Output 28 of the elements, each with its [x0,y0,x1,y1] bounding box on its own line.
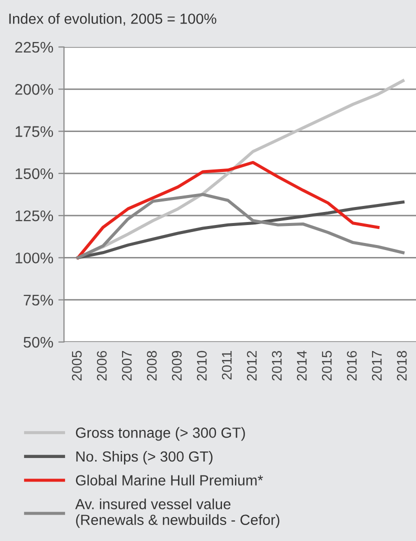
x-tick-label: 2015 [322,350,332,381]
x-tick-label: 2010 [196,350,207,381]
y-tick-label: 100% [16,252,54,264]
x-tick-label: 2007 [122,351,132,381]
y-tick-label: 200% [15,84,54,95]
y-tick-label: 225% [15,42,54,53]
chart-title: Index of evolution, 2005 = 100% [9,13,216,26]
x-tick-label: 2013 [272,350,282,381]
x-tick-label: 2009 [172,350,182,381]
x-tick-label: 2006 [96,350,107,381]
legend-label: Global Marine Hull Premium* [76,474,263,486]
x-tick-label: 2011 [222,351,232,380]
x-tick-label: 2018 [396,350,407,381]
y-tick-label: 75% [24,294,54,306]
line-series [76,160,380,260]
y-tick-label: 125% [16,210,54,222]
x-tick-label: 2014 [296,350,307,381]
legend-label: Gross tonnage (> 300 GT) [76,427,245,441]
legend-label: Av. insured vessel value (Renewals & newbuilds - Cefor) [75,498,280,528]
x-tick-label: 2012 [246,351,257,381]
x-tick-label: 2008 [146,350,157,381]
x-tick-label: 2017 [372,351,382,381]
legend-label: No. Ships (> 300 GT) [76,450,212,465]
y-tick-label: 150% [16,168,54,180]
y-tick-label: 50% [24,336,54,348]
y-tick-label: 175% [16,126,54,137]
x-tick-label: 2005 [72,350,82,381]
x-tick-label: 2016 [346,350,357,381]
